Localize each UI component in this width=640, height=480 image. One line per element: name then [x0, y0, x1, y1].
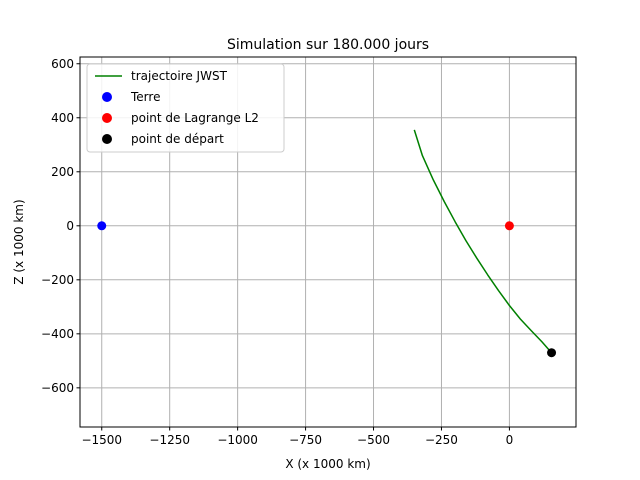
y-tick-label: −200 [41, 273, 74, 287]
y-tick-label: −400 [41, 327, 74, 341]
legend: trajectoire JWST Terre point de Lagrange… [86, 63, 285, 153]
legend-marker-start [102, 134, 112, 144]
x-axis-label: X (x 1000 km) [285, 457, 370, 471]
legend-box [86, 63, 285, 153]
plot-data [97, 129, 557, 358]
y-tick-label: 200 [51, 165, 74, 179]
y-tick-label: 0 [66, 219, 74, 233]
x-tick-label: 0 [506, 433, 514, 447]
plot-area-frame [79, 56, 577, 428]
grid [80, 57, 576, 427]
x-tick-label: −250 [425, 433, 458, 447]
x-tick-label: −1250 [149, 433, 190, 447]
lagrange-l2-point [504, 221, 514, 231]
y-tick-label: 400 [51, 111, 74, 125]
legend-label-start: point de départ [131, 132, 224, 146]
x-tick-label: −750 [289, 433, 322, 447]
axis-ticks: −1500 −1250 −1000 −750 −500 −250 0 −600 −400 −200… [41, 57, 513, 447]
x-tick-label: −1500 [81, 433, 122, 447]
legend-marker-l2 [102, 113, 112, 123]
chart-title: Simulation sur 180.000 jours [227, 37, 429, 53]
x-tick-label: −500 [357, 433, 390, 447]
legend-label-l2: point de Lagrange L2 [131, 111, 259, 125]
legend-label-earth: Terre [130, 90, 160, 104]
x-tick-label: −1000 [217, 433, 258, 447]
legend-marker-earth [102, 92, 112, 102]
y-tick-label: 600 [51, 57, 74, 71]
y-axis-label: Z (x 1000 km) [12, 199, 26, 284]
legend-label-trajectory: trajectoire JWST [131, 69, 228, 83]
trajectory-line [413, 129, 553, 354]
y-tick-label: −600 [41, 381, 74, 395]
start-point [547, 348, 557, 358]
earth-point [97, 221, 107, 231]
